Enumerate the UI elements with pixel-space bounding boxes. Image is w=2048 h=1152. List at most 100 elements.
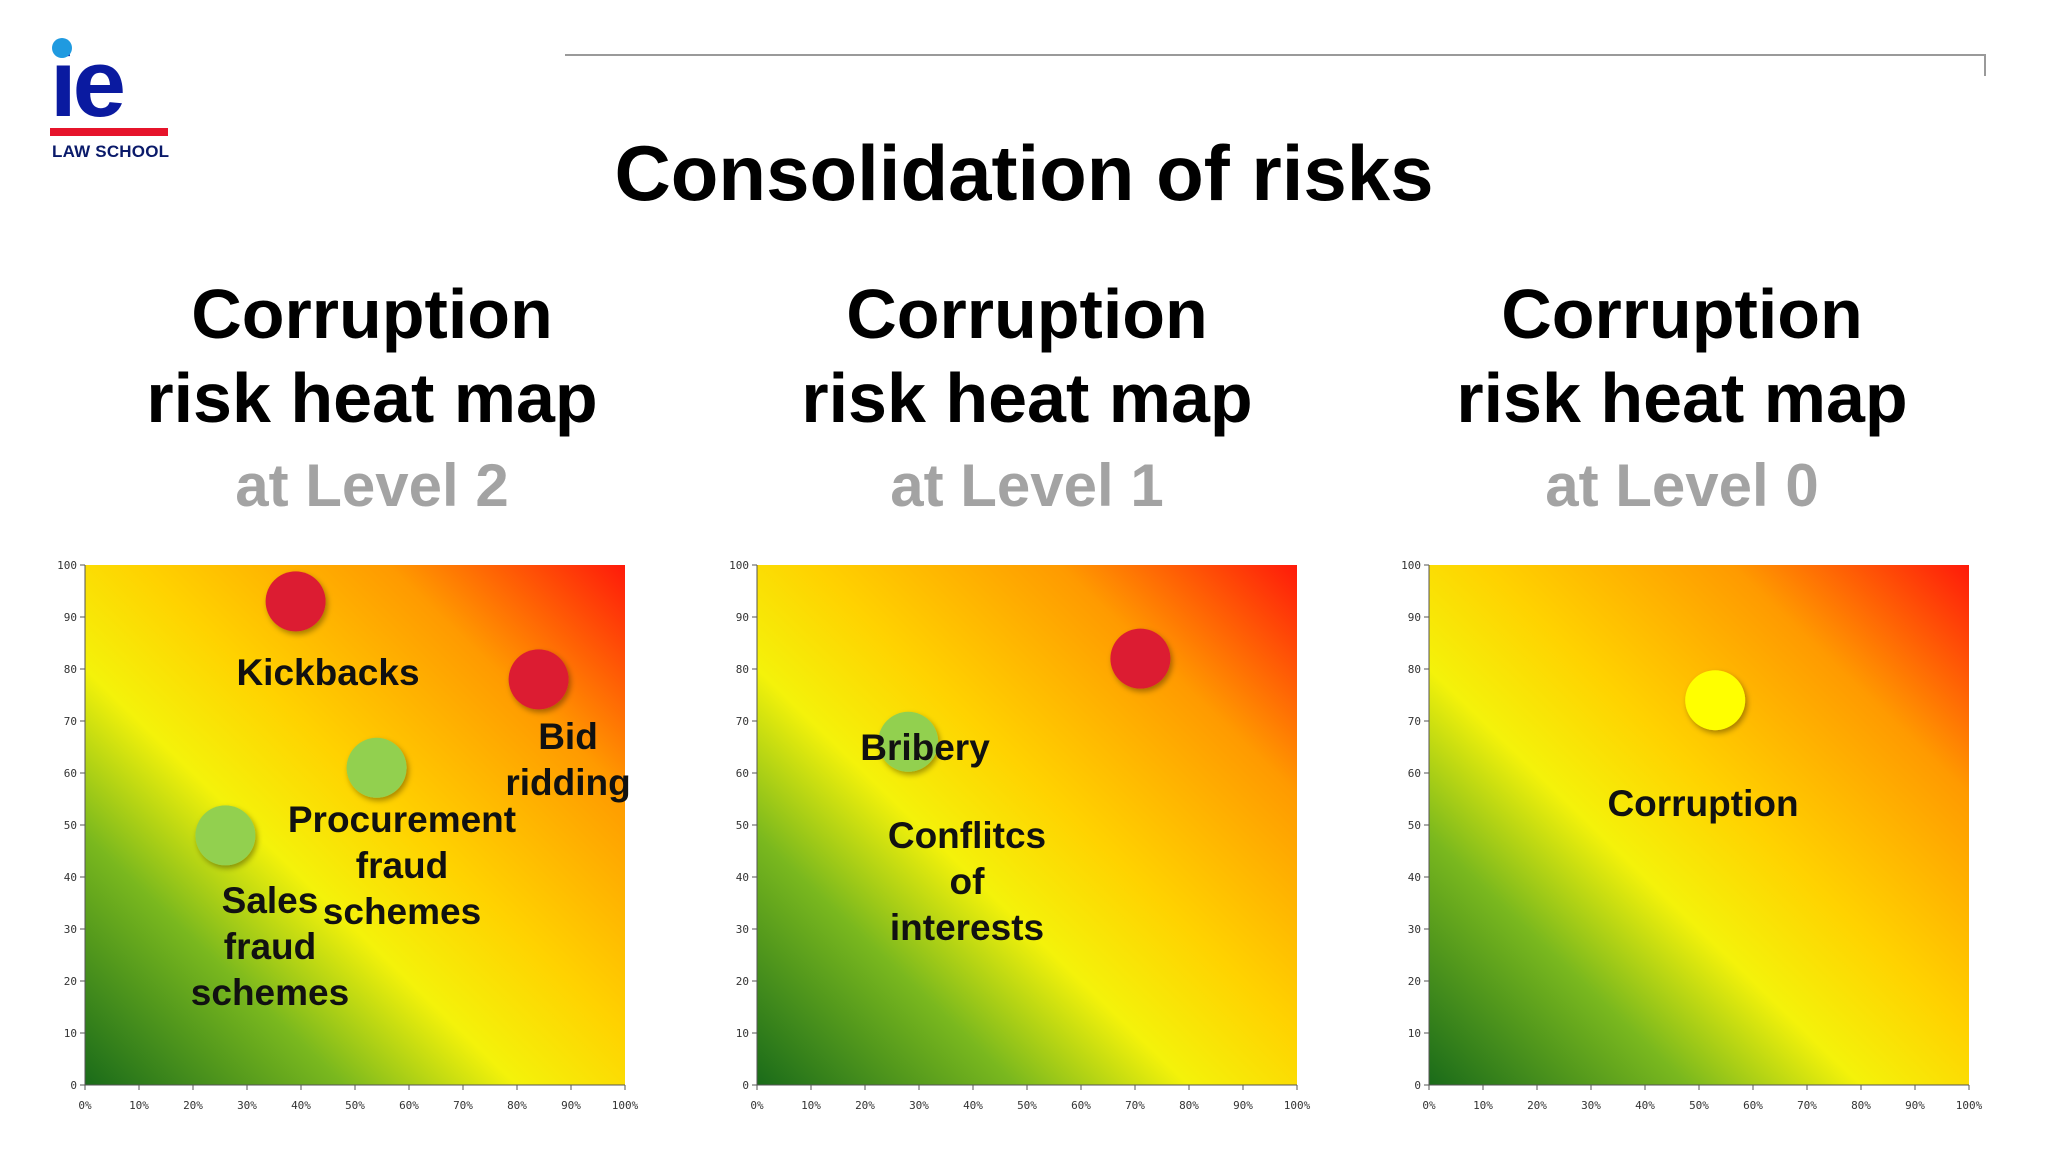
risk-point <box>346 737 407 798</box>
panel-level-label: at Level 2 <box>235 452 509 519</box>
y-tick-label: 10 <box>1408 1027 1421 1040</box>
x-tick-label: 30% <box>1581 1099 1601 1112</box>
risk-label: Sales fraud schemes <box>191 880 349 1013</box>
x-tick-label: 0% <box>78 1099 92 1112</box>
x-tick-label: 40% <box>963 1099 983 1112</box>
risk-point <box>195 805 256 866</box>
y-tick-label: 0 <box>1414 1079 1421 1092</box>
logo-subtitle: LAW SCHOOL <box>52 142 170 161</box>
y-tick-label: 10 <box>736 1027 749 1040</box>
heat-map-background <box>757 565 1297 1085</box>
x-tick-label: 10% <box>801 1099 821 1112</box>
y-tick-label: 0 <box>742 1079 749 1092</box>
risk-point <box>508 649 569 710</box>
x-tick-label: 40% <box>291 1099 311 1112</box>
x-tick-label: 10% <box>129 1099 149 1112</box>
y-tick-label: 80 <box>1408 663 1421 676</box>
ie-law-school-logo: ie LAW SCHOOL <box>50 36 172 166</box>
y-tick-label: 50 <box>1408 819 1421 832</box>
y-tick-label: 50 <box>64 819 77 832</box>
x-tick-label: 0% <box>1422 1099 1436 1112</box>
x-tick-label: 60% <box>1743 1099 1763 1112</box>
risk-point <box>1110 628 1171 689</box>
slide-title: Consolidation of risks <box>614 129 1434 217</box>
heat-map-level-2: 0 10 20 30 40 50 60 70 80 90 100 0% 10% 20% 30% 40% 50% 6… <box>57 559 639 1112</box>
y-tick-label: 90 <box>1408 611 1421 624</box>
y-tick-label: 70 <box>64 715 77 728</box>
y-tick-label: 100 <box>729 559 749 572</box>
y-tick-label: 100 <box>57 559 77 572</box>
x-tick-label: 90% <box>1233 1099 1253 1112</box>
panel-title-line1: Corruption <box>191 275 553 353</box>
x-tick-label: 20% <box>855 1099 875 1112</box>
y-tick-label: 20 <box>736 975 749 988</box>
panel-title-line1: Corruption <box>846 275 1208 353</box>
x-tick-label: 70% <box>453 1099 473 1112</box>
x-tick-label: 30% <box>909 1099 929 1112</box>
y-tick-label: 60 <box>1408 767 1421 780</box>
risk-label: Corruption <box>1607 783 1798 824</box>
x-tick-label: 50% <box>345 1099 365 1112</box>
x-tick-label: 10% <box>1473 1099 1493 1112</box>
y-tick-label: 70 <box>736 715 749 728</box>
x-tick-label: 70% <box>1797 1099 1817 1112</box>
risk-label: Kickbacks <box>236 652 419 693</box>
y-tick-label: 90 <box>736 611 749 624</box>
y-tick-label: 50 <box>736 819 749 832</box>
x-tick-label: 80% <box>1851 1099 1871 1112</box>
heat-map-background <box>1429 565 1969 1085</box>
y-tick-label: 30 <box>736 923 749 936</box>
x-tick-label: 100% <box>1956 1099 1983 1112</box>
y-tick-label: 10 <box>64 1027 77 1040</box>
x-tick-label: 100% <box>612 1099 639 1112</box>
y-tick-label: 40 <box>1408 871 1421 884</box>
risk-label: Conflitcs of interests <box>888 815 1046 948</box>
panel-heading-level-1: Corruption risk heat map at Level 1 <box>697 272 1357 522</box>
risk-point <box>1685 670 1746 731</box>
panel-title-line2: risk heat map <box>801 359 1253 437</box>
risk-label: Bribery <box>860 727 990 768</box>
x-tick-label: 90% <box>1905 1099 1925 1112</box>
x-tick-label: 30% <box>237 1099 257 1112</box>
x-tick-label: 20% <box>183 1099 203 1112</box>
y-tick-label: 40 <box>64 871 77 884</box>
y-tick-label: 70 <box>1408 715 1421 728</box>
x-tick-label: 60% <box>1071 1099 1091 1112</box>
x-tick-label: 100% <box>1284 1099 1311 1112</box>
header-divider-tick <box>1984 54 1986 76</box>
y-tick-label: 60 <box>736 767 749 780</box>
risk-point <box>878 711 939 772</box>
panel-title-line2: risk heat map <box>1456 359 1908 437</box>
panel-level-label: at Level 0 <box>1545 452 1819 519</box>
x-tick-label: 50% <box>1017 1099 1037 1112</box>
x-tick-label: 90% <box>561 1099 581 1112</box>
x-tick-label: 80% <box>1179 1099 1199 1112</box>
panel-heading-level-2: Corruption risk heat map at Level 2 <box>42 272 702 522</box>
risk-point <box>265 571 326 632</box>
y-tick-label: 30 <box>1408 923 1421 936</box>
panel-title-line2: risk heat map <box>146 359 598 437</box>
x-tick-label: 60% <box>399 1099 419 1112</box>
panel-level-label: at Level 1 <box>890 452 1164 519</box>
x-tick-label: 50% <box>1689 1099 1709 1112</box>
logo-dot <box>52 38 72 58</box>
y-tick-label: 80 <box>736 663 749 676</box>
x-tick-label: 40% <box>1635 1099 1655 1112</box>
heat-map-level-1: 0 10 20 30 40 50 60 70 80 90 100 0% 10% 20% 30% 40% 50% 6… <box>729 559 1311 1112</box>
header-divider <box>565 54 1985 56</box>
heat-map-level-0: 0 10 20 30 40 50 60 70 80 90 100 0% 10% 20% 30% 40% 50% 6… <box>1401 559 1983 1112</box>
y-tick-label: 20 <box>1408 975 1421 988</box>
y-tick-label: 80 <box>64 663 77 676</box>
panel-title-line1: Corruption <box>1501 275 1863 353</box>
x-tick-label: 80% <box>507 1099 527 1112</box>
y-tick-label: 60 <box>64 767 77 780</box>
y-tick-label: 90 <box>64 611 77 624</box>
risk-label: Procurement fraud schemes <box>288 799 516 932</box>
x-tick-label: 0% <box>750 1099 764 1112</box>
risk-label: Bid ridding <box>505 716 630 803</box>
y-tick-label: 20 <box>64 975 77 988</box>
y-tick-label: 0 <box>70 1079 77 1092</box>
y-tick-label: 100 <box>1401 559 1421 572</box>
logo-red-bar <box>50 128 168 136</box>
y-tick-label: 40 <box>736 871 749 884</box>
